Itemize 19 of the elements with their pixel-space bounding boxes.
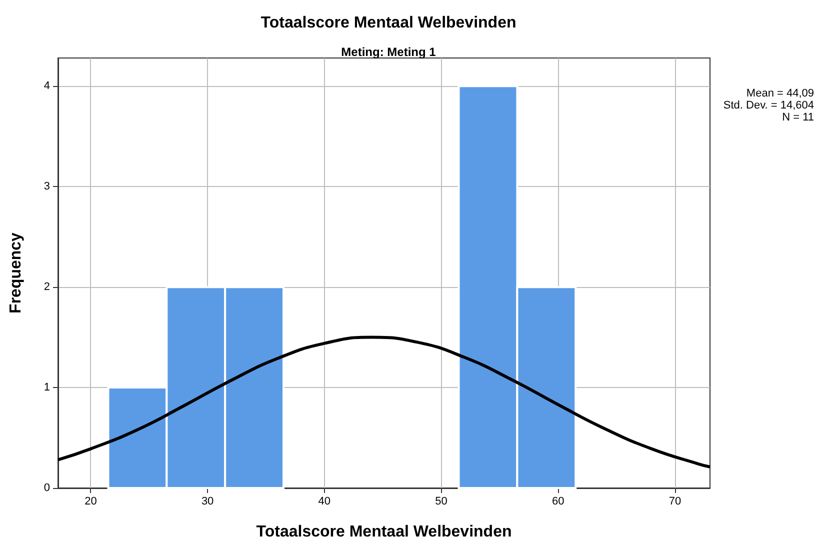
text: N = 11 xyxy=(782,112,814,124)
y-tick-label: 4 xyxy=(44,80,50,92)
chart-subtitle: Meting: Meting 1 xyxy=(341,45,436,59)
y-tick-label: 2 xyxy=(44,281,50,294)
x-tick-label: 30 xyxy=(201,496,214,508)
x-axis-title: Totaalscore Mentaal Welbevinden xyxy=(256,524,512,540)
y-tick-label: 1 xyxy=(44,382,50,394)
text: Std. Dev. = 14,604 xyxy=(723,100,814,112)
x-tick-label: 20 xyxy=(84,496,97,508)
x-tick-label: 70 xyxy=(668,496,682,508)
y-tick-label: 0 xyxy=(44,482,50,494)
x-tick-label: 40 xyxy=(318,496,331,508)
chart-title: Totaalscore Mentaal Welbevinden xyxy=(260,14,516,32)
x-tick-label: 60 xyxy=(552,496,564,508)
line-series xyxy=(56,336,712,468)
y-axis-title: Frequency xyxy=(8,232,24,314)
text: Mean = 44,09 xyxy=(746,88,814,100)
x-tick-label: 50 xyxy=(435,496,448,508)
y-tick-label: 3 xyxy=(44,180,50,193)
